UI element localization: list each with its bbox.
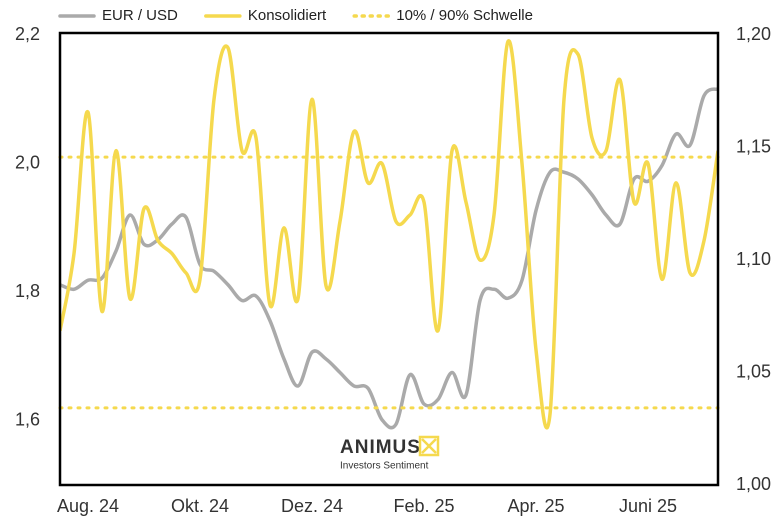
series-line [60,39,718,430]
legend-label: Konsolidiert [248,7,327,24]
y-tick-label: 2,0 [15,152,40,172]
x-tick-label: Apr. 25 [507,496,564,516]
x-tick-label: Dez. 24 [281,496,343,516]
y2-tick-label: 1,10 [736,249,771,269]
x-tick-label: Feb. 25 [393,496,454,516]
y-tick-label: 1,8 [15,281,40,301]
legend-label: EUR / USD [102,7,178,24]
watermark-tagline: Investors Sentiment [340,461,429,472]
watermark-icon [421,438,437,454]
y2-tick-label: 1,20 [736,24,771,44]
y2-tick-label: 1,00 [736,474,771,494]
x-tick-label: Juni 25 [619,496,677,516]
plot-frame [58,31,720,487]
legend-label: 10% / 90% Schwelle [396,7,533,24]
watermark-brand: ANIMUS [340,437,421,458]
series-line [60,87,718,430]
y-tick-label: 1,6 [15,409,40,429]
x-tick-label: Aug. 24 [57,496,119,516]
y-tick-label: 2,2 [15,24,40,44]
y2-tick-label: 1,15 [736,136,771,156]
y2-tick-label: 1,05 [736,361,771,381]
x-tick-label: Okt. 24 [171,496,229,516]
watermark-icon [418,435,440,457]
